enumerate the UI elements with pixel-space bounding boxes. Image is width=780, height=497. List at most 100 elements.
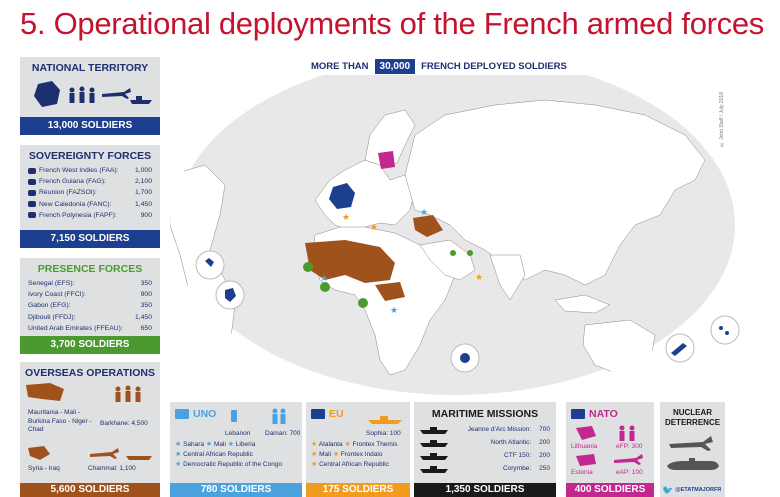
ship-icon [420,465,448,473]
star-icon: ★ [311,441,318,448]
sovereignty-list: French West Indies (FAA): 1,000 French Gu… [20,165,160,221]
star-icon: ★ [311,451,318,458]
list-item: French Guiana (FAG): 2,100 [20,176,160,187]
eu-panel: EU Sophia: 100 ★ Atalanta ★ Frontex Them… [306,402,410,497]
uno-missions-list: ★ Sahara ★ Mali ★ Liberia ★ Central Afri… [175,440,282,470]
list-item: Jeanne d'Arc Mission: 700 [420,423,550,436]
gabon-marker [358,298,368,308]
nato-total: 400 SOLDIERS [566,483,654,497]
list-item: ★ Sahara ★ Mali ★ Liberia [175,441,256,448]
list-item: United Arab Emirates (FFEAU): 650 [28,324,152,332]
headline-value: 30,000 [374,59,416,74]
eu-star-1: ★ [342,212,350,222]
twitter-footer: 🐦 @ETATMAJORFR [662,484,721,496]
eu-heading: EU [329,408,344,420]
headline-prefix: MORE THAN [311,61,369,72]
daman-label: Daman: 700 [265,430,301,437]
territory-icon [28,190,36,196]
uno-panel: UNO Lebanon Daman: 700 ★ Sahara ★ Mali ★… [170,402,302,497]
sophia-label: Sophia: 100 [366,430,401,437]
senegal-marker [303,262,313,272]
star-icon: ★ [175,441,182,448]
uno-total: 780 SOLDIERS [170,483,302,497]
eu-total: 175 SOLDIERS [306,483,410,497]
chammal-aircraft-icon [90,448,119,459]
sovereignty-forces-heading: SOVEREIGNTY FORCES [28,150,152,162]
list-item: ★ Central African Republic [311,461,389,468]
overseas-operations-total: 5,600 SOLDIERS [20,483,160,497]
territory-icon [28,201,36,208]
estonia-icon [576,454,596,466]
barkhane-area: Mauritania - Mali - Burkina Faso - Niger… [28,409,92,433]
un-star-1: ★ [320,273,328,283]
list-item: French Polynesia (FAPF): 900 [20,210,160,221]
twitter-handle[interactable]: @ETATMAJORFR [675,487,722,493]
star-icon: ★ [205,441,213,448]
eu-star-2: ★ [370,222,378,232]
un-star-2: ★ [390,305,398,315]
french-guiana-shape [225,288,236,302]
syria-iraq-highlight [413,215,443,237]
ship-icon [420,426,448,434]
polynesia-callout [710,315,740,345]
indonesia-landmass [554,294,611,314]
un-star-3: ★ [420,207,428,217]
uno-heading: UNO [193,408,217,420]
barkhane-icons [26,383,141,402]
territory-icon [28,167,36,174]
ivory-coast-marker [320,282,330,292]
polynesia-shape-2 [725,331,729,335]
eu-star-3: ★ [475,272,483,282]
uno-soldier-icons [215,406,295,428]
presence-forces-total: 3,700 SOLDIERS [20,336,160,354]
list-item: Djibouti (FFDJ): 1,450 [28,313,152,321]
sovereignty-forces-total: 7,150 SOLDIERS [20,230,160,248]
list-item: Corymbe: 250 [420,462,550,475]
chammal-value: Chammal: 1,100 [88,465,136,472]
nuclear-deterrence-panel: NUCLEAR DETERRENCE 🐦 @ETATMAJORFR [660,402,725,497]
presence-list: Senegal (EFS): 350 Ivory Coast (FFCI): 900… [20,278,160,334]
eu-missions-list: ★ Atalanta ★ Frontex Themis ★ Mali ★ Fro… [311,440,398,470]
list-item: ★ Democratic Republic of the Congo [175,461,283,468]
ship-icon [420,452,448,460]
west-indies-shape [205,258,214,267]
headline: MORE THAN 30,000 FRENCH DEPLOYED SOLDIER… [311,59,567,74]
uae-marker [467,250,473,256]
list-item: Réunion (FAZSOI): 1,700 [20,187,160,198]
asia-landmass [404,99,706,286]
maritime-list: Jeanne d'Arc Mission: 700 North Atlantic… [420,423,550,475]
chammal-icons [28,446,152,460]
nato-heading: NATO [589,408,618,420]
overseas-operations-heading: OVERSEAS OPERATIONS [25,367,155,379]
maritime-missions-heading: MARITIME MISSIONS [431,408,539,420]
eu-header: EU [311,408,344,420]
headline-suffix: FRENCH DEPLOYED SOLDIERS [421,61,567,72]
presence-forces-panel: PRESENCE FORCES Senegal (EFS): 350 Ivory … [20,258,160,354]
barkhane-value: Barkhane: 4,500 [100,420,148,427]
nato-icons [576,425,643,466]
nuclear-heading: NUCLEAR DETERRENCE [664,408,721,427]
twitter-icon: 🐦 [662,484,674,495]
list-item: Senegal (EFS): 350 [28,280,152,287]
submarine-icon [667,458,719,470]
list-item: ★ Central African Republic [175,451,253,458]
maritime-missions-panel: MARITIME MISSIONS Jeanne d'Arc Mission: … [414,402,556,497]
france-icon [34,81,60,107]
estonia-label: Estonia [571,469,593,476]
list-item: New Caledonia (FANC): 1,450 [20,199,160,210]
list-item: Ivory Coast (FFCI): 900 [28,291,152,299]
eu-flag-icon [311,409,325,419]
territory-icon [28,178,36,185]
star-icon: ★ [175,461,182,468]
polynesia-shape [719,326,723,330]
overseas-operations-panel: OVERSEAS OPERATIONS Mauritania - Mali - … [20,362,160,497]
list-item: CTF 150: 200 [420,449,550,462]
reunion-shape [460,353,470,363]
star-icon: ★ [332,451,340,458]
page-title: 5. Operational deployments of the French… [20,6,764,41]
national-territory-icons [34,81,152,107]
eu-ship-icon [368,416,402,424]
list-item: ★ Mali ★ Frontex Indalo [311,451,383,458]
sahel-map-icon [26,383,64,401]
nuclear-icons [667,436,719,470]
